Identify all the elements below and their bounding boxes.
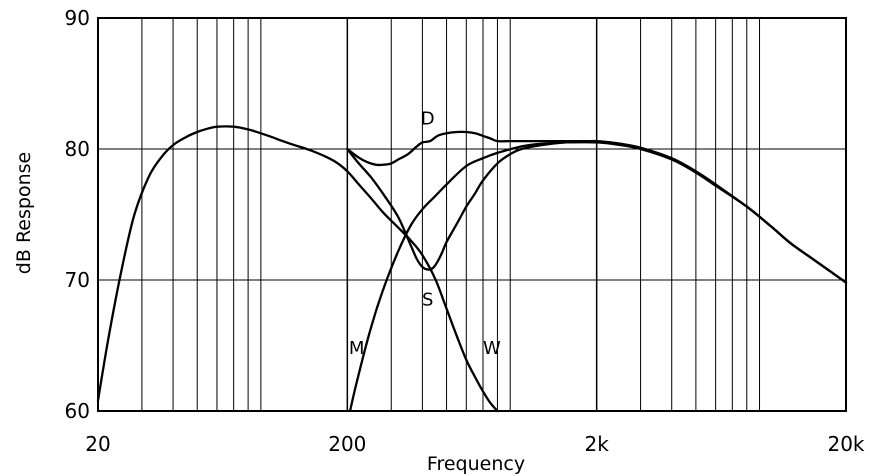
x-tick-label: 20k (827, 432, 864, 456)
x-tick-label: 2k (585, 432, 610, 456)
curve-label-d: D (421, 109, 435, 130)
plot-frame (97, 17, 847, 412)
series-line-w (96, 125, 499, 413)
series-line-s (346, 139, 848, 284)
x-tick-label: 200 (328, 432, 366, 456)
y-axis-label: dB Response (13, 152, 35, 274)
y-tick-label: 70 (65, 268, 90, 292)
curve-labels: D S M W (349, 109, 501, 359)
grid-minor (141, 18, 761, 411)
x-tick-label: 20 (85, 432, 110, 456)
series-layer (96, 125, 848, 413)
series-line-d (346, 130, 598, 167)
tick-labels: 20 200 2k 20k 60 70 80 90 (65, 6, 865, 456)
curve-label-m: M (349, 338, 365, 359)
y-tick-label: 60 (65, 399, 90, 423)
y-tick-label: 80 (65, 137, 90, 161)
series-line-m (348, 141, 848, 413)
x-axis-label: Frequency (427, 453, 525, 475)
y-tick-label: 90 (65, 6, 90, 30)
grid-major (97, 17, 847, 412)
curve-label-s: S (422, 289, 433, 310)
curve-label-w: W (483, 338, 501, 359)
